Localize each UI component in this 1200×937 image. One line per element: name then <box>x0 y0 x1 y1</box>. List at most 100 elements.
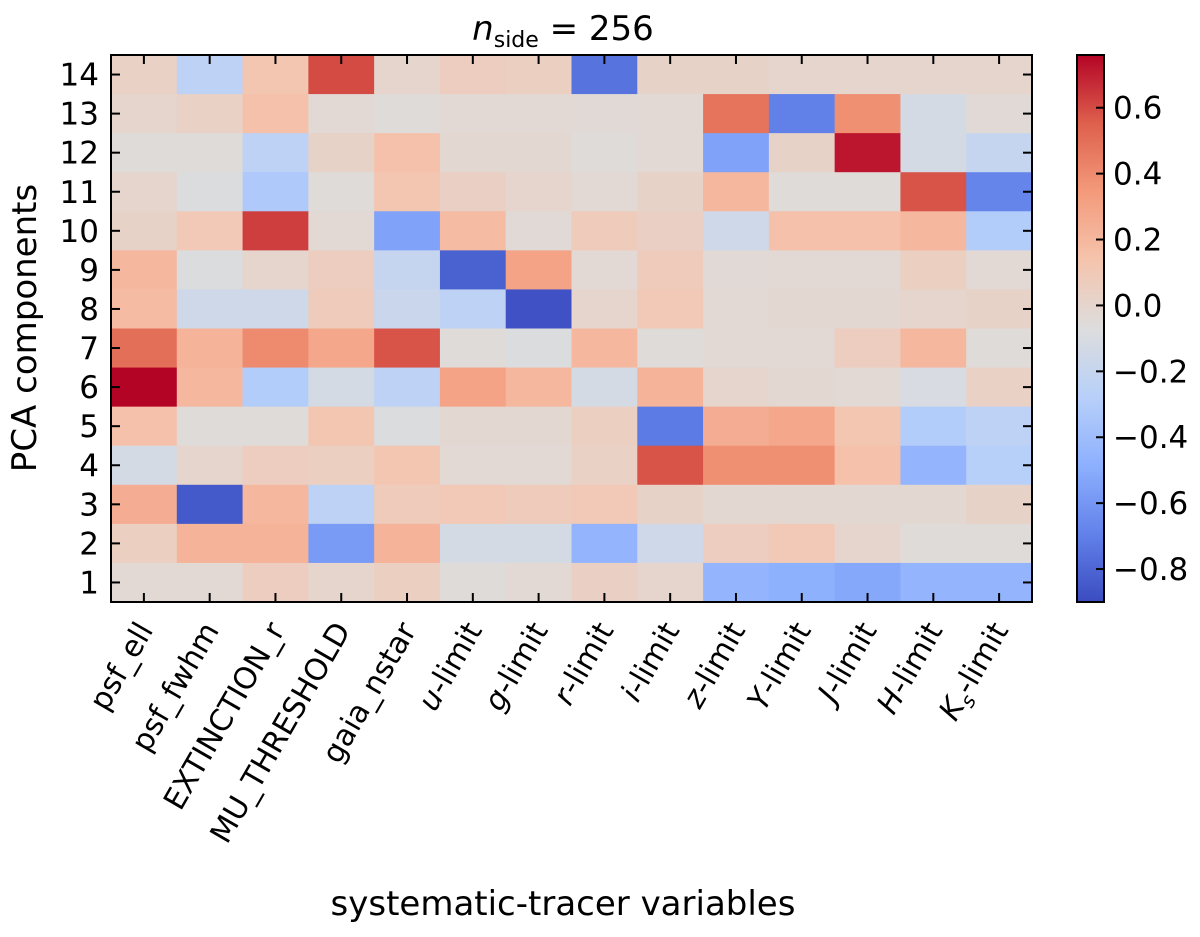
heatmap-cell <box>308 484 375 525</box>
heatmap-cell <box>966 406 1033 447</box>
heatmap-cell <box>242 445 309 486</box>
heatmap-cell <box>637 328 704 369</box>
heatmap-cell <box>439 211 507 251</box>
heatmap-cell <box>308 172 375 212</box>
heatmap-cell <box>703 172 770 212</box>
heatmap-cell <box>505 523 573 564</box>
colorbar-tick-label: −0.8 <box>1113 552 1188 588</box>
heatmap-cell <box>242 484 309 525</box>
y-tick-label: 12 <box>60 136 99 172</box>
heatmap-cell <box>900 328 967 369</box>
heatmap-cell <box>966 445 1033 486</box>
heatmap-cell <box>439 133 507 173</box>
heatmap-cell <box>308 406 375 447</box>
heatmap-cell <box>834 211 902 251</box>
heatmap-cell <box>308 367 375 408</box>
heatmap-cell <box>439 172 507 212</box>
colorbar-tick-label: −0.6 <box>1113 486 1188 522</box>
heatmap-cell <box>505 367 573 408</box>
heatmap-cell <box>768 211 836 251</box>
heatmap-cell <box>966 94 1033 134</box>
heatmap-cell <box>439 484 507 525</box>
heatmap-cell <box>242 94 309 134</box>
chart-title: nside = 256 <box>472 9 654 53</box>
heatmap-cell <box>900 172 967 212</box>
heatmap-cell <box>768 523 836 564</box>
heatmap-cell <box>900 133 967 173</box>
heatmap-cell <box>308 445 375 486</box>
heatmap-cell <box>966 367 1033 408</box>
y-tick-label: 8 <box>79 292 99 328</box>
heatmap-cell <box>900 445 967 486</box>
heatmap-cell <box>111 445 178 486</box>
heatmap-cell <box>111 94 178 134</box>
heatmap-cell <box>374 445 441 486</box>
heatmap-cell <box>111 172 178 212</box>
heatmap-cell <box>374 523 441 564</box>
heatmap-cell <box>834 133 902 173</box>
heatmap-cell <box>834 367 902 408</box>
heatmap-cell <box>439 289 507 330</box>
heatmap-cell <box>439 445 507 486</box>
heatmap-cell <box>571 94 638 134</box>
heatmap-cell <box>966 328 1033 369</box>
heatmap-cell <box>571 484 638 525</box>
heatmap-cell <box>571 250 638 291</box>
heatmap-cell <box>242 406 309 447</box>
heatmap-cell <box>768 250 836 291</box>
heatmap-cell <box>242 250 309 291</box>
y-tick-label: 7 <box>79 331 99 367</box>
heatmap-cell <box>439 523 507 564</box>
heatmap-cell <box>834 406 902 447</box>
heatmap-cell <box>768 289 836 330</box>
heatmap-cell <box>703 133 770 173</box>
heatmap-cell <box>374 211 441 251</box>
heatmap-cell <box>571 172 638 212</box>
heatmap-cell <box>703 445 770 486</box>
heatmap-cell <box>111 484 178 525</box>
y-tick-label: 9 <box>79 253 99 289</box>
heatmap-cell <box>176 133 244 173</box>
heatmap-cell <box>768 94 836 134</box>
x-axis-label: systematic-tracer variables <box>331 884 796 924</box>
heatmap-cell <box>834 445 902 486</box>
heatmap-cell <box>111 367 178 408</box>
heatmap-cell <box>768 133 836 173</box>
heatmap-cell <box>176 484 244 525</box>
heatmap-cell <box>834 523 902 564</box>
heatmap-cell <box>637 484 704 525</box>
heatmap-cell <box>571 445 638 486</box>
heatmap-cell <box>439 406 507 447</box>
heatmap-cell <box>834 289 902 330</box>
colorbar-tick-label: −0.4 <box>1113 420 1188 456</box>
heatmap-cell <box>374 172 441 212</box>
heatmap-cell <box>900 94 967 134</box>
heatmap-cell <box>768 406 836 447</box>
heatmap-cell <box>242 133 309 173</box>
heatmap-cells <box>111 55 1033 603</box>
heatmap-cell <box>439 94 507 134</box>
heatmap-cell <box>703 94 770 134</box>
heatmap-cell <box>505 211 573 251</box>
y-tick-label: 6 <box>79 370 99 406</box>
heatmap-cell <box>571 367 638 408</box>
heatmap-cell <box>308 133 375 173</box>
heatmap-cell <box>242 172 309 212</box>
colorbar-ticks: 0.6 0.4 0.2 0.0 −0.2 −0.4 −0.6 −0.8 <box>1096 91 1188 588</box>
heatmap-cell <box>176 211 244 251</box>
heatmap-cell <box>505 133 573 173</box>
heatmap-cell <box>505 289 573 330</box>
heatmap-cell <box>571 523 638 564</box>
heatmap-cell <box>900 367 967 408</box>
heatmap-cell <box>834 484 902 525</box>
x-tick-label: i-limit <box>614 616 687 707</box>
colorbar-tick-label: 0.4 <box>1113 157 1162 193</box>
heatmap-cell <box>768 445 836 486</box>
heatmap-cell <box>768 367 836 408</box>
heatmap-cell <box>900 523 967 564</box>
heatmap-cell <box>176 289 244 330</box>
x-tick-label: g-limit <box>477 616 555 717</box>
colorbar <box>1076 54 1105 603</box>
heatmap-cell <box>308 94 375 134</box>
